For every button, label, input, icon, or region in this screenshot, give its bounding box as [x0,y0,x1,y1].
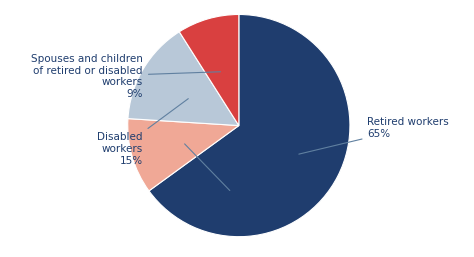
Text: Survivors of
deceased workers
11%: Survivors of deceased workers 11% [184,144,298,228]
Text: Retired workers
65%: Retired workers 65% [299,117,449,154]
Text: Disabled
workers
15%: Disabled workers 15% [98,99,188,166]
Wedge shape [128,118,239,191]
Wedge shape [128,32,239,126]
Wedge shape [149,14,350,237]
Text: Spouses and children
of retired or disabled
workers
9%: Spouses and children of retired or disab… [31,54,220,99]
Wedge shape [179,14,239,126]
